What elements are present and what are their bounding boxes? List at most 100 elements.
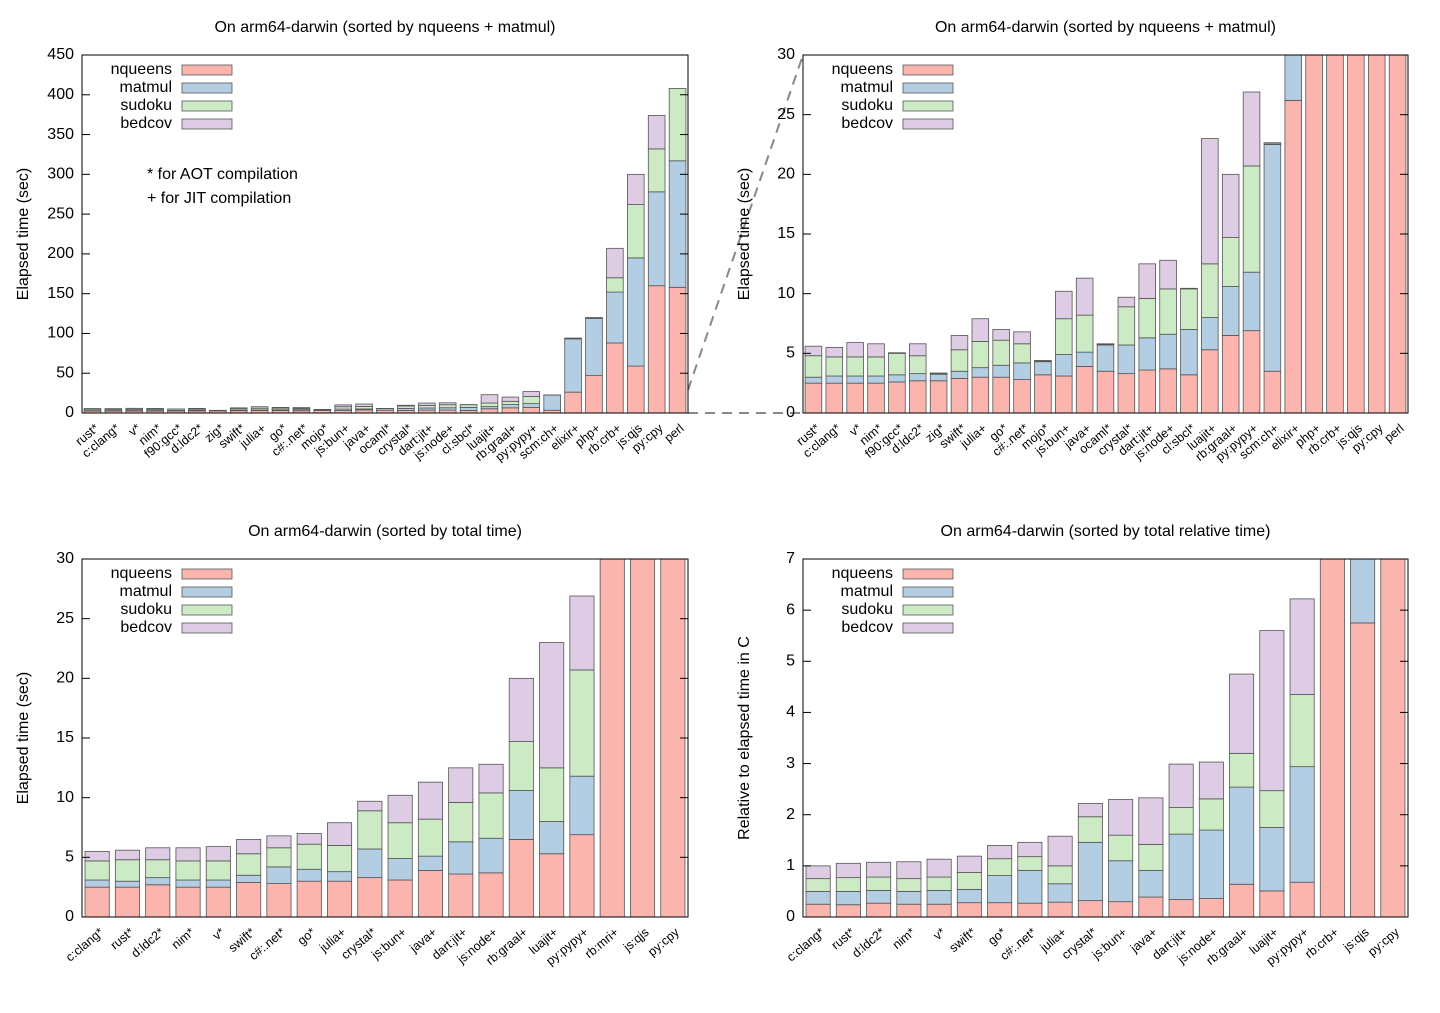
bar-segment	[1169, 900, 1193, 917]
y-axis-label: Elapsed time (sec)	[736, 168, 753, 301]
bar-segment	[479, 873, 503, 917]
bar-segment	[1290, 599, 1314, 695]
bar-segment	[826, 357, 843, 376]
bar-segment	[1055, 319, 1072, 355]
bar-segment	[267, 884, 291, 917]
bar-segment	[1139, 370, 1156, 413]
bar-segment	[1243, 331, 1260, 413]
legend-swatch	[903, 119, 953, 129]
bar-segment	[1078, 817, 1102, 843]
bar-segment	[1014, 363, 1031, 380]
bar-segment	[1290, 695, 1314, 767]
bar-segment	[951, 350, 968, 371]
bar-segment	[267, 836, 291, 848]
y-tick-label: 0	[65, 908, 74, 925]
bar-segment	[627, 366, 644, 413]
legend-swatch	[182, 569, 232, 579]
bar-segment	[1201, 264, 1218, 318]
bar-segment	[267, 867, 291, 884]
bar-segment	[607, 278, 624, 292]
bar-segment	[1139, 298, 1156, 337]
bar-segment	[1199, 830, 1223, 899]
legend-label: bedcov	[120, 619, 172, 636]
y-tick-label: 300	[47, 166, 74, 183]
y-tick-label: 30	[777, 46, 795, 63]
legend-swatch	[903, 623, 953, 633]
bar-segment	[1260, 891, 1284, 917]
x-tick-label: c:clang*	[784, 925, 827, 964]
bar-segment	[297, 844, 321, 869]
bar-segment	[327, 845, 351, 871]
bar-segment	[1139, 844, 1163, 870]
y-tick-label: 3	[786, 755, 795, 772]
bar-segment	[836, 878, 860, 892]
bar-segment	[972, 341, 989, 367]
bar-segment	[327, 823, 351, 846]
bar-segment	[206, 880, 230, 887]
legend-label: matmul	[841, 583, 893, 600]
bar-segment	[1199, 899, 1223, 917]
bar-segment	[1018, 857, 1042, 871]
bar-segment	[1181, 375, 1198, 413]
x-tick-label: rb:mri+	[582, 925, 621, 961]
bar-segment	[189, 408, 206, 409]
bar-segment	[826, 347, 843, 357]
bar-segment	[909, 374, 926, 381]
bar-segment	[1389, 0, 1406, 413]
bar-segment	[237, 854, 261, 875]
bar-segment	[1222, 335, 1239, 413]
bar-segment	[1139, 338, 1156, 370]
bar-segment	[805, 383, 822, 413]
legend-label: sudoku	[841, 601, 893, 618]
y-tick-label: 25	[56, 610, 74, 627]
chart-title: On arm64-darwin (sorted by total time)	[248, 523, 522, 540]
bar-segment	[1014, 344, 1031, 363]
y-tick-label: 15	[56, 729, 74, 746]
chart-title: On arm64-darwin (sorted by nqueens + mat…	[214, 19, 555, 36]
bar-segment	[867, 903, 891, 917]
bar-segment	[1348, 0, 1365, 413]
bar-segment	[1181, 289, 1198, 330]
bar-segment	[867, 862, 891, 877]
bar-segment	[1160, 369, 1177, 413]
bar-segment	[1118, 307, 1135, 345]
x-tick-label: nim*	[169, 925, 197, 952]
bar-segment	[927, 859, 951, 877]
bar-segment	[1320, 467, 1344, 917]
bar-segment	[84, 409, 101, 410]
bar-segment	[1285, 100, 1302, 413]
bar-segment	[502, 408, 519, 413]
bar-segment	[237, 839, 261, 853]
bar-segment	[1201, 139, 1218, 264]
bar-segment	[805, 356, 822, 377]
chart-title: On arm64-darwin (sorted by nqueens + mat…	[935, 19, 1276, 36]
bar-segment	[293, 408, 310, 409]
bar-segment	[1306, 0, 1323, 413]
bar-segment	[1109, 861, 1133, 902]
bar-segment	[502, 401, 519, 404]
legend-swatch	[903, 101, 953, 111]
bar-segment	[847, 357, 864, 376]
bar-segment	[570, 776, 594, 834]
bar-segment	[993, 365, 1010, 377]
bar-segment	[889, 375, 906, 382]
bar-segment	[146, 860, 170, 878]
bar-segment	[1181, 329, 1198, 374]
legend-swatch	[903, 65, 953, 75]
x-tick-label: perl	[1382, 421, 1407, 445]
bar-segment	[115, 881, 139, 887]
bar-segment	[479, 793, 503, 838]
bar-segment	[176, 848, 200, 861]
bar-segment	[586, 318, 603, 375]
y-tick-label: 15	[777, 225, 795, 242]
annotation: * for AOT compilation	[147, 166, 298, 183]
x-tick-label: v*	[210, 925, 228, 943]
bar-segment	[1035, 362, 1052, 375]
bar-segment	[627, 205, 644, 258]
bar-segment	[176, 887, 200, 917]
bar-segment	[327, 881, 351, 917]
bars	[85, 0, 685, 917]
x-tick-label: go*	[295, 925, 318, 948]
bar-segment	[237, 882, 261, 917]
bar-segment	[868, 357, 885, 376]
